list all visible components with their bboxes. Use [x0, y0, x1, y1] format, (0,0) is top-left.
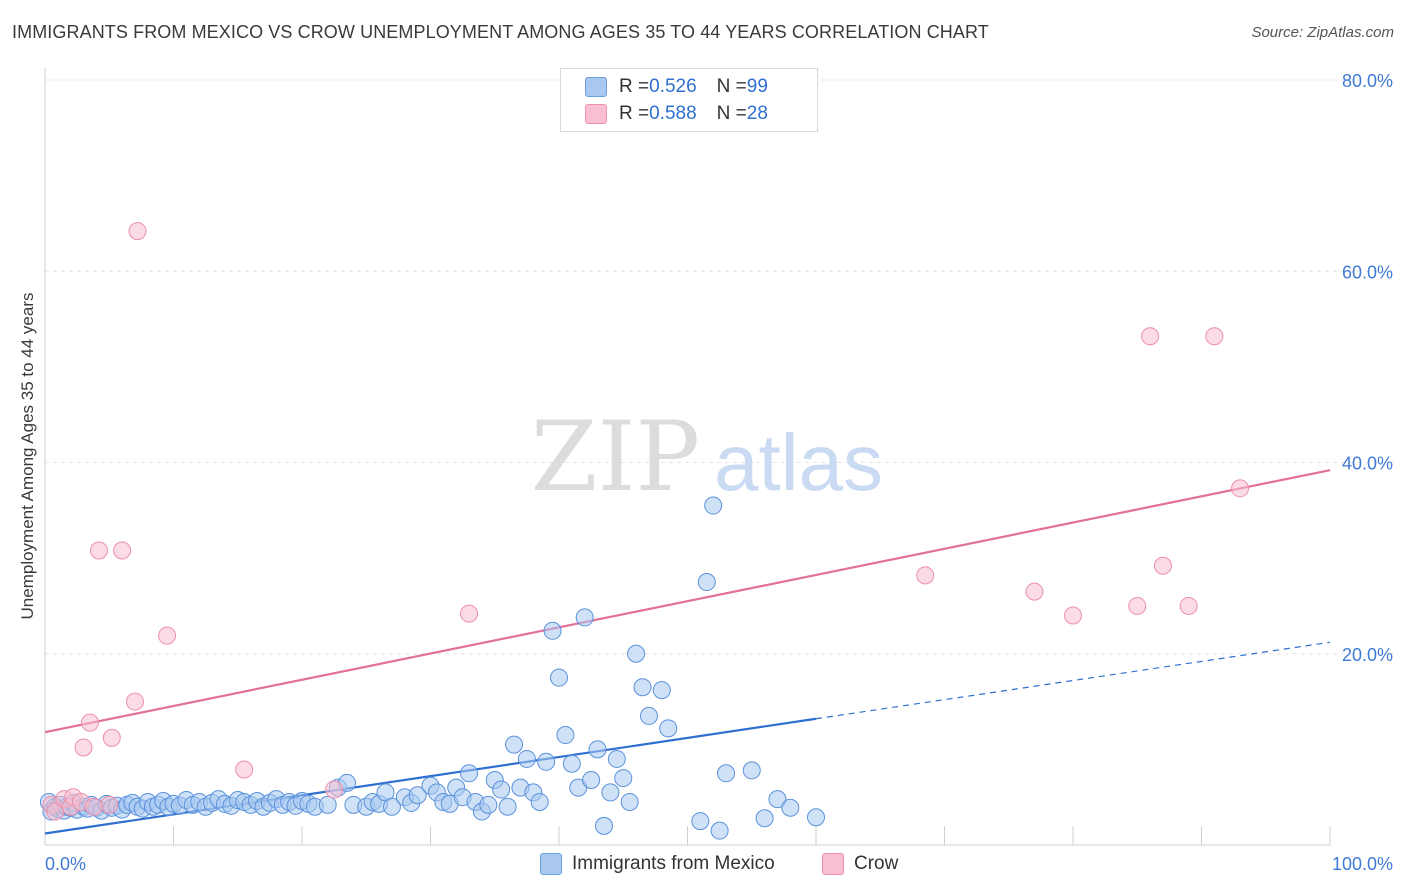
point-crow	[1231, 479, 1250, 498]
legend-row-mexico: R = 0.526 N = 99	[585, 74, 768, 100]
trend-line-crow	[44, 469, 1331, 734]
y-tick-label: 20.0%	[1342, 645, 1393, 665]
point-crow	[235, 760, 254, 779]
legend-swatch-crow	[585, 104, 607, 124]
point-mexico	[633, 678, 652, 697]
x-tick-label: 100.0%	[1332, 854, 1393, 874]
point-crow	[102, 728, 121, 747]
legend-row-crow: R = 0.588 N = 28	[585, 101, 768, 127]
series-legend-mexico[interactable]: Immigrants from Mexico	[540, 852, 775, 876]
x-tick-label: 0.0%	[45, 854, 86, 874]
n-label: N =	[716, 103, 747, 124]
point-mexico	[755, 809, 774, 828]
r-value-mexico: 0.526	[649, 76, 697, 97]
series-swatch-crow	[822, 853, 844, 875]
point-crow	[1153, 556, 1172, 575]
point-mexico	[505, 735, 524, 754]
point-mexico	[460, 764, 479, 783]
point-crow	[916, 566, 935, 585]
series-name-mexico: Immigrants from Mexico	[572, 853, 775, 874]
point-mexico	[498, 797, 517, 816]
point-crow	[84, 797, 103, 816]
n-value-crow: 28	[746, 103, 768, 124]
point-mexico	[537, 752, 556, 771]
point-mexico	[717, 764, 736, 783]
point-mexico	[620, 792, 639, 811]
point-mexico	[408, 786, 427, 805]
point-mexico	[562, 754, 581, 773]
point-crow	[1128, 596, 1147, 615]
point-crow	[100, 795, 119, 814]
point-crow	[89, 541, 108, 560]
point-mexico	[588, 740, 607, 759]
point-crow	[113, 541, 132, 560]
y-tick-label: 40.0%	[1342, 454, 1393, 474]
point-mexico	[781, 798, 800, 817]
point-mexico	[659, 719, 678, 738]
point-mexico	[704, 496, 723, 515]
chart-title: IMMIGRANTS FROM MEXICO VS CROW UNEMPLOYM…	[12, 22, 989, 42]
source-label: Source: ZipAtlas.com	[1251, 24, 1394, 41]
point-crow	[1141, 327, 1160, 346]
r-value-crow: 0.588	[649, 103, 697, 124]
point-mexico	[582, 770, 601, 789]
point-mexico	[550, 668, 568, 687]
point-mexico	[594, 816, 613, 835]
point-crow	[1025, 582, 1044, 601]
point-mexico	[691, 812, 710, 831]
point-crow	[1205, 327, 1224, 346]
point-mexico	[807, 808, 825, 827]
trend-line-mexico	[44, 717, 817, 835]
point-mexico	[710, 821, 729, 840]
point-crow	[1064, 606, 1082, 625]
point-crow	[158, 626, 177, 645]
axes	[44, 68, 1331, 846]
data-points	[39, 222, 1250, 840]
n-value-mexico: 99	[746, 76, 768, 97]
point-mexico	[556, 726, 575, 745]
point-mexico	[697, 573, 716, 592]
point-mexico	[479, 795, 498, 814]
legend-swatch-mexico	[585, 77, 607, 97]
stats-legend: R = 0.526 N = 99 R = 0.588 N = 28	[560, 68, 818, 132]
trend-extension-mexico	[815, 641, 1331, 720]
point-crow	[74, 738, 93, 757]
point-mexico	[639, 706, 658, 725]
point-mexico	[530, 792, 549, 811]
grid-lines	[45, 79, 1395, 655]
point-mexico	[652, 681, 671, 700]
watermark: ZIP atlas	[531, 401, 883, 513]
y-tick-label: 60.0%	[1342, 262, 1393, 282]
point-crow	[80, 713, 99, 732]
point-crow	[1179, 596, 1198, 615]
point-mexico	[575, 608, 594, 627]
tick-labels: 20.0% 40.0% 60.0% 80.0% 0.0% 100.0%	[45, 71, 1393, 874]
point-mexico	[768, 790, 787, 809]
series-legend-crow[interactable]: Crow	[822, 852, 898, 876]
point-mexico	[627, 644, 646, 663]
r-label: R =	[619, 76, 650, 97]
trend-lines	[44, 469, 1331, 835]
series-name-crow: Crow	[854, 853, 899, 874]
point-crow	[460, 604, 479, 623]
point-crow	[325, 780, 344, 799]
point-mexico	[607, 749, 626, 768]
y-tick-label: 80.0%	[1342, 71, 1393, 91]
n-label: N =	[716, 76, 747, 97]
point-mexico	[517, 749, 536, 768]
point-crow	[128, 222, 147, 241]
point-mexico	[742, 761, 761, 780]
r-label: R =	[619, 103, 650, 124]
point-crow	[125, 692, 144, 711]
series-swatch-mexico	[540, 853, 562, 875]
point-mexico	[492, 780, 511, 799]
watermark-zip: ZIP	[531, 401, 700, 513]
point-mexico	[543, 621, 562, 640]
point-mexico	[601, 783, 620, 802]
point-mexico	[318, 795, 337, 814]
point-mexico	[382, 797, 401, 816]
point-mexico	[614, 769, 633, 788]
watermark-atlas: atlas	[714, 418, 883, 507]
